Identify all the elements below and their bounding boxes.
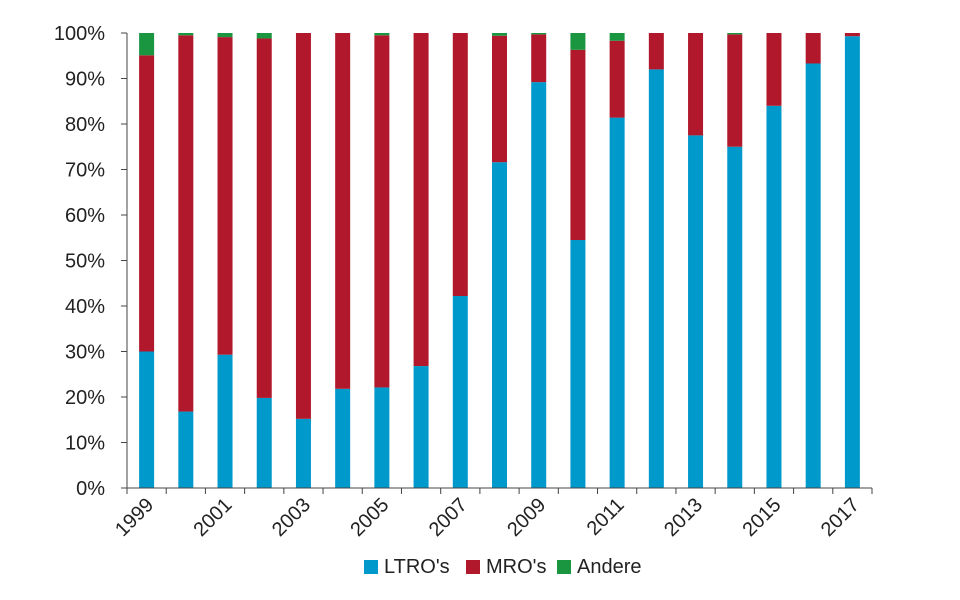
bar-2015-ltros [766, 105, 782, 489]
bar-2012-ltros [648, 69, 664, 489]
x-tick-label: 1999 [111, 494, 158, 541]
bar-2006-mros [413, 33, 429, 367]
legend-item-andere: Andere [557, 556, 642, 578]
legend-swatch [466, 560, 480, 574]
y-tick-label: 0% [76, 478, 105, 500]
bar-2010-mros [570, 49, 586, 241]
legend-swatch [557, 560, 571, 574]
bar-2001-ltros [217, 354, 233, 488]
bar-2009-ltros [531, 82, 547, 488]
bar-2011-ltros [609, 117, 625, 488]
y-tick-label: 10% [65, 433, 105, 455]
bar-2004-ltros [335, 388, 351, 488]
bar-2005-andere [374, 33, 390, 36]
bar-2013-ltros [688, 135, 704, 489]
bar-2000-ltros [178, 411, 194, 488]
bar-1999-mros [139, 55, 155, 352]
x-tick-label: 2017 [817, 494, 864, 541]
bar-2000-andere [178, 33, 194, 36]
y-tick-label: 50% [65, 251, 105, 273]
legend: LTRO's MRO's Andere [364, 556, 642, 578]
bar-2010-andere [570, 33, 586, 50]
bar-2000-mros [178, 35, 194, 412]
y-tick-label: 40% [65, 296, 105, 318]
x-tick-label: 2013 [660, 494, 707, 541]
bar-2011-mros [609, 40, 625, 118]
x-tick-label: 2001 [190, 494, 237, 541]
bar-2017-mros [844, 33, 860, 37]
bar-2017-ltros [844, 36, 860, 488]
bar-2009-mros [531, 34, 547, 83]
bar-2008-ltros [492, 162, 507, 488]
bar-2001-mros [217, 37, 233, 355]
legend-label: Andere [577, 556, 642, 578]
bar-2011-andere [609, 33, 625, 41]
y-tick-label: 90% [65, 69, 105, 91]
bar-2001-andere [217, 33, 233, 38]
bar-2005-mros [374, 35, 390, 388]
legend-label: LTRO's [384, 556, 450, 578]
bar-2014-mros [727, 34, 743, 147]
bar-2007-ltros [452, 295, 468, 488]
bar-2007-mros [452, 33, 468, 296]
bar-1999-ltros [139, 351, 155, 488]
x-tick-label: 2009 [503, 494, 550, 541]
bar-2002-andere [256, 33, 272, 39]
bar-2003-ltros [295, 418, 311, 488]
bar-2004-mros [335, 33, 351, 389]
bars-layer [139, 33, 860, 489]
y-tick-label: 70% [65, 160, 105, 182]
bar-2014-andere [727, 33, 743, 35]
bar-2012-mros [648, 33, 664, 70]
bar-2008-andere [492, 33, 507, 36]
x-tick-label: 2011 [583, 494, 629, 540]
bar-2010-ltros [570, 240, 586, 488]
bar-2014-ltros [727, 146, 743, 488]
x-tick-label: 2005 [346, 494, 393, 541]
bar-2005-ltros [374, 387, 390, 488]
bar-2016-ltros [805, 63, 821, 489]
bar-2003-mros [295, 33, 311, 419]
bar-2006-ltros [413, 366, 429, 488]
bar-2008-mros [492, 35, 507, 163]
bar-2015-mros [766, 33, 782, 106]
legend-item-ltros: LTRO's [364, 556, 450, 578]
bar-2016-mros [805, 33, 821, 64]
x-tick-label: 2003 [268, 494, 315, 541]
y-tick-label: 100% [54, 23, 105, 45]
bar-2013-mros [688, 33, 704, 136]
bar-2002-ltros [256, 397, 272, 488]
y-tick-label: 80% [65, 114, 105, 136]
bar-2009-andere [531, 33, 547, 35]
y-tick-label: 60% [65, 205, 105, 227]
legend-item-mros: MRO's [466, 556, 546, 578]
y-tick-label: 30% [65, 342, 105, 364]
y-tick-label: 20% [65, 387, 105, 409]
x-tick-label: 2015 [738, 494, 785, 541]
bar-1999-andere [139, 33, 155, 56]
bar-2002-mros [256, 38, 272, 398]
x-tick-label: 2007 [425, 494, 472, 541]
legend-swatch [364, 560, 378, 574]
legend-label: MRO's [486, 556, 546, 578]
